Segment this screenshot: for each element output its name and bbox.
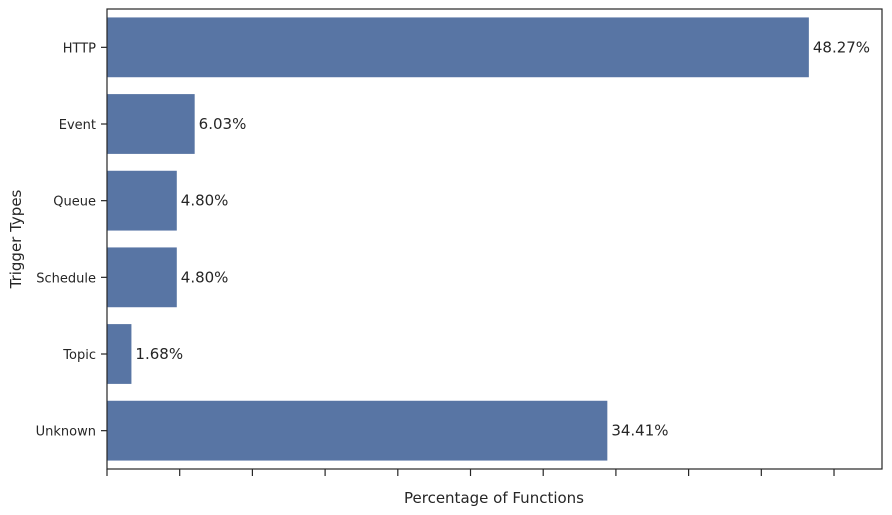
data-label-http: 48.27% [813,38,870,56]
bar-http [107,17,809,78]
x-ticks-group [106,469,835,476]
data-label-topic: 1.68% [135,345,183,363]
data-label-event: 6.03% [199,115,247,133]
bar-schedule [107,247,177,308]
bar-queue [107,170,177,231]
y-tick-label-unknown: Unknown [36,425,96,440]
data-labels-group: 48.27% 6.03% 4.80% 4.80% 1.68% 34.41% [135,38,870,439]
y-axis-label: Trigger Types [7,189,25,289]
bar-event [107,94,195,154]
bars-group [107,17,809,461]
plot-frame [106,8,883,470]
data-label-unknown: 34.41% [611,422,668,440]
bar-topic [107,324,132,384]
y-ticks-group: HTTP Event Queue Schedule Topic Unknown [36,41,107,440]
x-axis-label: Percentage of Functions [404,489,584,507]
y-tick-label-queue: Queue [53,195,96,210]
data-label-queue: 4.80% [181,192,229,210]
bar-unknown [107,400,608,461]
y-tick-label-topic: Topic [62,348,96,363]
y-tick-label-event: Event [59,118,96,133]
y-tick-label-http: HTTP [63,41,96,56]
y-tick-label-schedule: Schedule [36,271,96,286]
data-label-schedule: 4.80% [181,268,229,286]
